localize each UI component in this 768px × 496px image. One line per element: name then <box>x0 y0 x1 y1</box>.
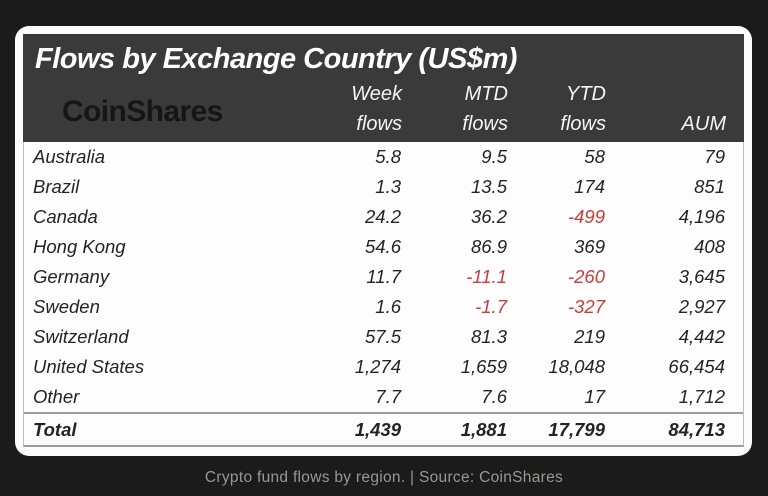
aum-cell: 1,712 <box>678 386 725 407</box>
column-header-line2: flows <box>462 113 508 135</box>
column-header-line1: MTD <box>464 83 508 105</box>
aum-cell: 4,196 <box>678 206 725 227</box>
image-caption: Crypto fund flows by region. | Source: C… <box>204 469 564 486</box>
ytd-flows-cell: 369 <box>574 236 605 257</box>
mtd-flows-cell: 9.5 <box>481 146 507 167</box>
country-label: United States <box>33 356 145 377</box>
week-flows-cell: 1.3 <box>375 176 401 197</box>
table-row-switzerland: Switzerland 57.5 81.3 219 4,442 <box>24 322 743 352</box>
column-header-line2: AUM <box>681 113 726 135</box>
country-label: Germany <box>33 266 110 287</box>
country-label: Hong Kong <box>33 236 126 257</box>
mtd-flows-cell: 7.6 <box>481 386 507 407</box>
ytd-flows-cell: 219 <box>574 326 605 347</box>
aum-cell: 408 <box>694 236 725 257</box>
aum-total-cell: 84,713 <box>668 418 725 440</box>
table-row-total: Total 1,439 1,881 17,799 84,713 <box>24 412 743 445</box>
week-flows-cell: 1.6 <box>375 296 401 317</box>
table-row-united-states: United States 1,274 1,659 18,048 66,454 <box>24 352 743 382</box>
column-header-ytd-flows: YTD flows <box>508 79 606 144</box>
week-flows-cell: 11.7 <box>366 266 401 287</box>
mtd-flows-cell: 86.9 <box>470 236 507 257</box>
table-row-australia: Australia 5.8 9.5 58 79 <box>24 142 743 172</box>
aum-cell: 2,927 <box>678 296 725 317</box>
ytd-flows-total-cell: 17,799 <box>548 418 605 440</box>
table-row-germany: Germany 11.7 -11.1 -260 3,645 <box>24 262 743 292</box>
country-label: Canada <box>33 206 98 227</box>
table-row-hong-kong: Hong Kong 54.6 86.9 369 408 <box>24 232 743 262</box>
ytd-flows-cell: 174 <box>574 176 605 197</box>
coinshares-logo: CoinShares <box>62 94 223 128</box>
country-label: Switzerland <box>33 326 129 347</box>
aum-cell: 3,645 <box>678 266 725 287</box>
table-row-sweden: Sweden 1.6 -1.7 -327 2,927 <box>24 292 743 322</box>
country-label: Other <box>33 386 80 407</box>
table-row-brazil: Brazil 1.3 13.5 174 851 <box>24 172 743 202</box>
table-header: Flows by Exchange Country (US$m) CoinSha… <box>23 34 744 142</box>
flows-table-card: Flows by Exchange Country (US$m) CoinSha… <box>15 26 752 456</box>
aum-cell: 4,442 <box>678 326 725 347</box>
mtd-flows-cell: -11.1 <box>466 266 507 287</box>
total-label: Total <box>33 418 77 440</box>
aum-cell: 79 <box>704 146 725 167</box>
ytd-flows-cell: -327 <box>567 296 605 317</box>
country-label: Sweden <box>33 296 100 317</box>
table-title: Flows by Exchange Country (US$m) <box>35 43 517 75</box>
column-header-mtd-flows: MTD flows <box>402 79 508 144</box>
column-header-week-flows: Week flows <box>297 79 402 144</box>
mtd-flows-cell: 81.3 <box>470 326 507 347</box>
week-flows-cell: 5.8 <box>375 146 401 167</box>
mtd-flows-cell: 1,659 <box>460 356 507 377</box>
mtd-flows-cell: 36.2 <box>470 206 507 227</box>
mtd-flows-cell: 13.5 <box>470 176 507 197</box>
aum-cell: 66,454 <box>668 356 725 377</box>
logo-cell: CoinShares <box>23 95 297 129</box>
week-flows-cell: 24.2 <box>364 206 401 227</box>
ytd-flows-cell: 58 <box>584 146 605 167</box>
ytd-flows-cell: -499 <box>567 206 605 227</box>
mtd-flows-total-cell: 1,881 <box>460 418 507 440</box>
column-header-aum: AUM <box>606 79 726 144</box>
mtd-flows-cell: -1.7 <box>475 296 507 317</box>
aum-cell: 851 <box>694 176 725 197</box>
column-header-row: CoinShares Week flows MTD flows YTD flow… <box>23 79 744 142</box>
column-header-line1: YTD <box>566 83 606 105</box>
week-flows-cell: 7.7 <box>375 386 401 407</box>
column-header-line1 <box>606 79 726 109</box>
week-flows-cell: 1,274 <box>354 356 401 377</box>
table-row-canada: Canada 24.2 36.2 -499 4,196 <box>24 202 743 232</box>
week-flows-total-cell: 1,439 <box>354 418 401 440</box>
ytd-flows-cell: 18,048 <box>548 356 605 377</box>
column-header-line2: flows <box>560 113 606 135</box>
week-flows-cell: 57.5 <box>364 326 401 347</box>
week-flows-cell: 54.6 <box>364 236 401 257</box>
table-body: Australia 5.8 9.5 58 79 Brazil 1.3 13.5 … <box>23 142 744 447</box>
table-row-other: Other 7.7 7.6 17 1,712 <box>24 382 743 412</box>
column-header-line2: flows <box>356 113 402 135</box>
column-header-line1: Week <box>351 83 402 105</box>
ytd-flows-cell: -260 <box>567 266 605 287</box>
country-label: Australia <box>33 146 105 167</box>
ytd-flows-cell: 17 <box>584 386 605 407</box>
country-label: Brazil <box>33 176 80 197</box>
